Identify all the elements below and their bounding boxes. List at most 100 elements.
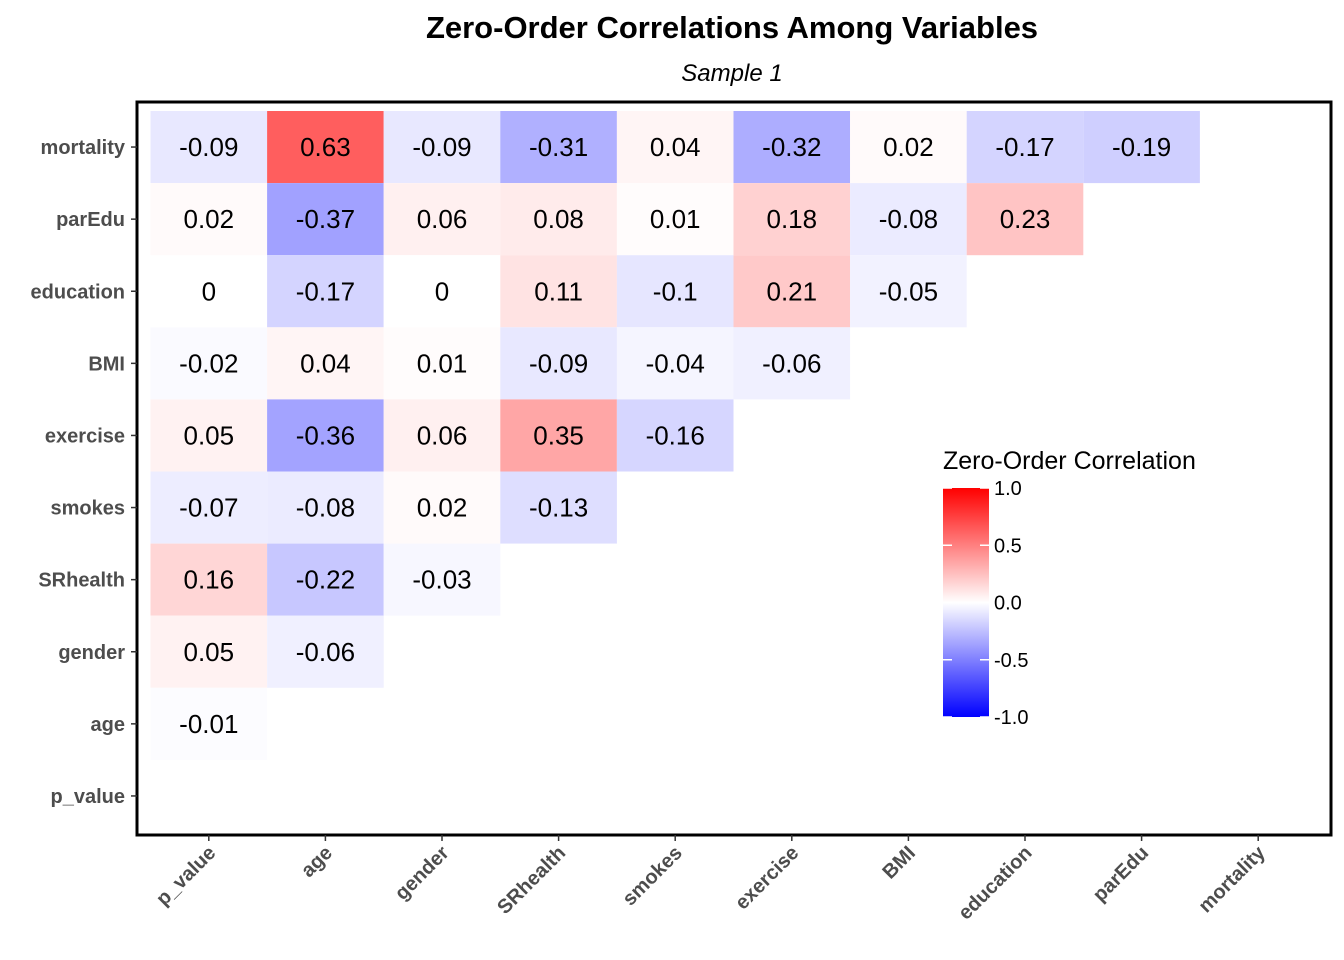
heatmap-cell-smokes-p_value [150, 471, 268, 544]
heatmap-cell-parEdu-BMI [850, 183, 967, 256]
y-tick-label-smokes: smokes [51, 498, 126, 520]
y-tick-label-p_value: p_value [51, 786, 125, 808]
heatmap-cell-BMI-gender [383, 327, 501, 400]
heatmap-cell-mortality-parEdu [1083, 111, 1200, 184]
cell-value-label: 0.04 [300, 348, 351, 378]
x-tick-label-age: age [297, 842, 337, 882]
x-tick-label-BMI: BMI [878, 842, 919, 883]
heatmap-cell-mortality-SRhealth [500, 111, 617, 184]
cell-value-label: 0.01 [650, 204, 701, 234]
heatmap-cell-gender-p_value [150, 615, 268, 688]
heatmap-cell-mortality-education [966, 111, 1084, 184]
heatmap-cell-exercise-smokes [616, 399, 734, 472]
cell-value-label: 0.08 [533, 204, 584, 234]
cell-value-label: 0.11 [534, 276, 583, 306]
heatmap-cell-mortality-p_value [150, 111, 268, 184]
legend-tick-label: -0.5 [994, 650, 1028, 672]
cell-value-label: -0.09 [529, 348, 588, 378]
cell-value-label: 0.35 [533, 420, 584, 450]
cell-value-label: -0.22 [296, 565, 355, 595]
heatmap-cell-smokes-SRhealth [500, 471, 617, 544]
cell-value-label: -0.17 [296, 276, 355, 306]
cell-value-label: -0.09 [412, 132, 471, 162]
heatmap-cell-mortality-exercise [733, 111, 851, 184]
x-tick-label-education: education [954, 842, 1036, 924]
heatmap-cell-exercise-age [267, 399, 384, 472]
cell-value-label: -0.37 [296, 204, 355, 234]
cell-value-label: 0.06 [417, 420, 468, 450]
x-tick-label-gender: gender [391, 842, 454, 905]
heatmap-cell-BMI-p_value [150, 327, 268, 400]
cell-value-label: -0.36 [296, 420, 355, 450]
cell-value-label: 0.04 [650, 132, 701, 162]
cell-value-label: -0.17 [995, 132, 1054, 162]
heatmap-cell-SRhealth-age [267, 543, 384, 616]
heatmap-cell-gender-age [267, 615, 384, 688]
y-tick-label-education: education [31, 281, 125, 303]
cell-value-label: 0.06 [417, 204, 468, 234]
heatmap-cell-mortality-gender [383, 111, 501, 184]
heatmap-cell-mortality-age [267, 111, 384, 184]
heatmap-cell-education-BMI [850, 255, 967, 328]
heatmap-cell-education-gender [383, 255, 501, 328]
legend-tick-label: 0.0 [994, 593, 1022, 615]
cell-value-label: -0.01 [179, 709, 238, 739]
heatmap-cell-SRhealth-gender [383, 543, 501, 616]
heatmap-cell-smokes-age [267, 471, 384, 544]
cell-value-label: 0 [202, 276, 216, 306]
cell-value-label: -0.08 [879, 204, 938, 234]
plot-panel-border [135, 100, 1333, 837]
cell-value-label: -0.32 [762, 132, 821, 162]
heatmap-cell-education-p_value [150, 255, 268, 328]
cell-value-label: 0.23 [1000, 204, 1051, 234]
x-tick-label-smokes: smokes [618, 842, 686, 910]
chart-title: Zero-Order Correlations Among Variables [425, 10, 1039, 45]
cell-value-label: 0.01 [417, 348, 468, 378]
heatmap-cell-BMI-age [267, 327, 384, 400]
cell-value-label: -0.04 [646, 348, 705, 378]
heatmap-cell-parEdu-exercise [733, 183, 851, 256]
legend-tick-label: -1.0 [994, 707, 1028, 729]
cell-value-label: 0.05 [183, 637, 234, 667]
y-tick-label-gender: gender [58, 642, 125, 664]
y-axis: p_value age gender SRhealth smokes exercise BM… [31, 137, 137, 808]
legend-tick-label: 0.5 [994, 535, 1022, 557]
legend-ticks: 1.0 0.5 0.0 -0.5 -1.0 [943, 478, 1028, 729]
cell-value-label: -0.1 [653, 276, 698, 306]
heatmap-cell-BMI-smokes [616, 327, 734, 400]
cell-value-label: -0.06 [296, 637, 355, 667]
heatmap-cell-education-age [267, 255, 384, 328]
cell-value-label: 0.05 [183, 420, 234, 450]
y-tick-label-mortality: mortality [41, 137, 126, 159]
heatmap-cell-exercise-SRhealth [500, 399, 617, 472]
chart-subtitle: Sample 1 [681, 60, 783, 87]
y-tick-label-BMI: BMI [88, 353, 125, 375]
cell-value-label: -0.02 [179, 348, 238, 378]
color-legend: Zero-Order Correlation 1.0 0.5 0.0 -0.5 -1.0 [943, 447, 1196, 729]
heatmap-cell-exercise-p_value [150, 399, 268, 472]
cell-value-label: -0.16 [646, 420, 705, 450]
x-tick-label-SRhealth: SRhealth [493, 842, 570, 919]
cell-value-label: -0.09 [179, 132, 238, 162]
heatmap-cell-age-p_value [150, 687, 268, 760]
heatmap-cells: -0.09 0.63 -0.09 -0.31 0.04 -0.32 0.02 -0.17 -0.… [150, 111, 1200, 760]
heatmap-cell-parEdu-education [966, 183, 1084, 256]
cell-value-label: 0.02 [417, 493, 468, 523]
x-tick-label-exercise: exercise [731, 842, 803, 914]
cell-value-label: -0.31 [529, 132, 588, 162]
legend-tick-label: 1.0 [994, 478, 1022, 500]
x-tick-label-parEdu: parEdu [1089, 842, 1153, 906]
heatmap-cell-SRhealth-p_value [150, 543, 268, 616]
heatmap-cell-BMI-SRhealth [500, 327, 617, 400]
cell-value-label: 0.21 [766, 276, 817, 306]
heatmap-cell-parEdu-gender [383, 183, 501, 256]
heatmap-cell-BMI-exercise [733, 327, 851, 400]
cell-value-label: -0.03 [412, 565, 471, 595]
heatmap-cell-education-exercise [733, 255, 851, 328]
cell-value-label: -0.13 [529, 493, 588, 523]
x-tick-label-p_value: p_value [152, 842, 220, 910]
cell-value-label: 0.02 [883, 132, 934, 162]
cell-value-label: 0.18 [766, 204, 817, 234]
y-tick-label-parEdu: parEdu [56, 209, 125, 231]
